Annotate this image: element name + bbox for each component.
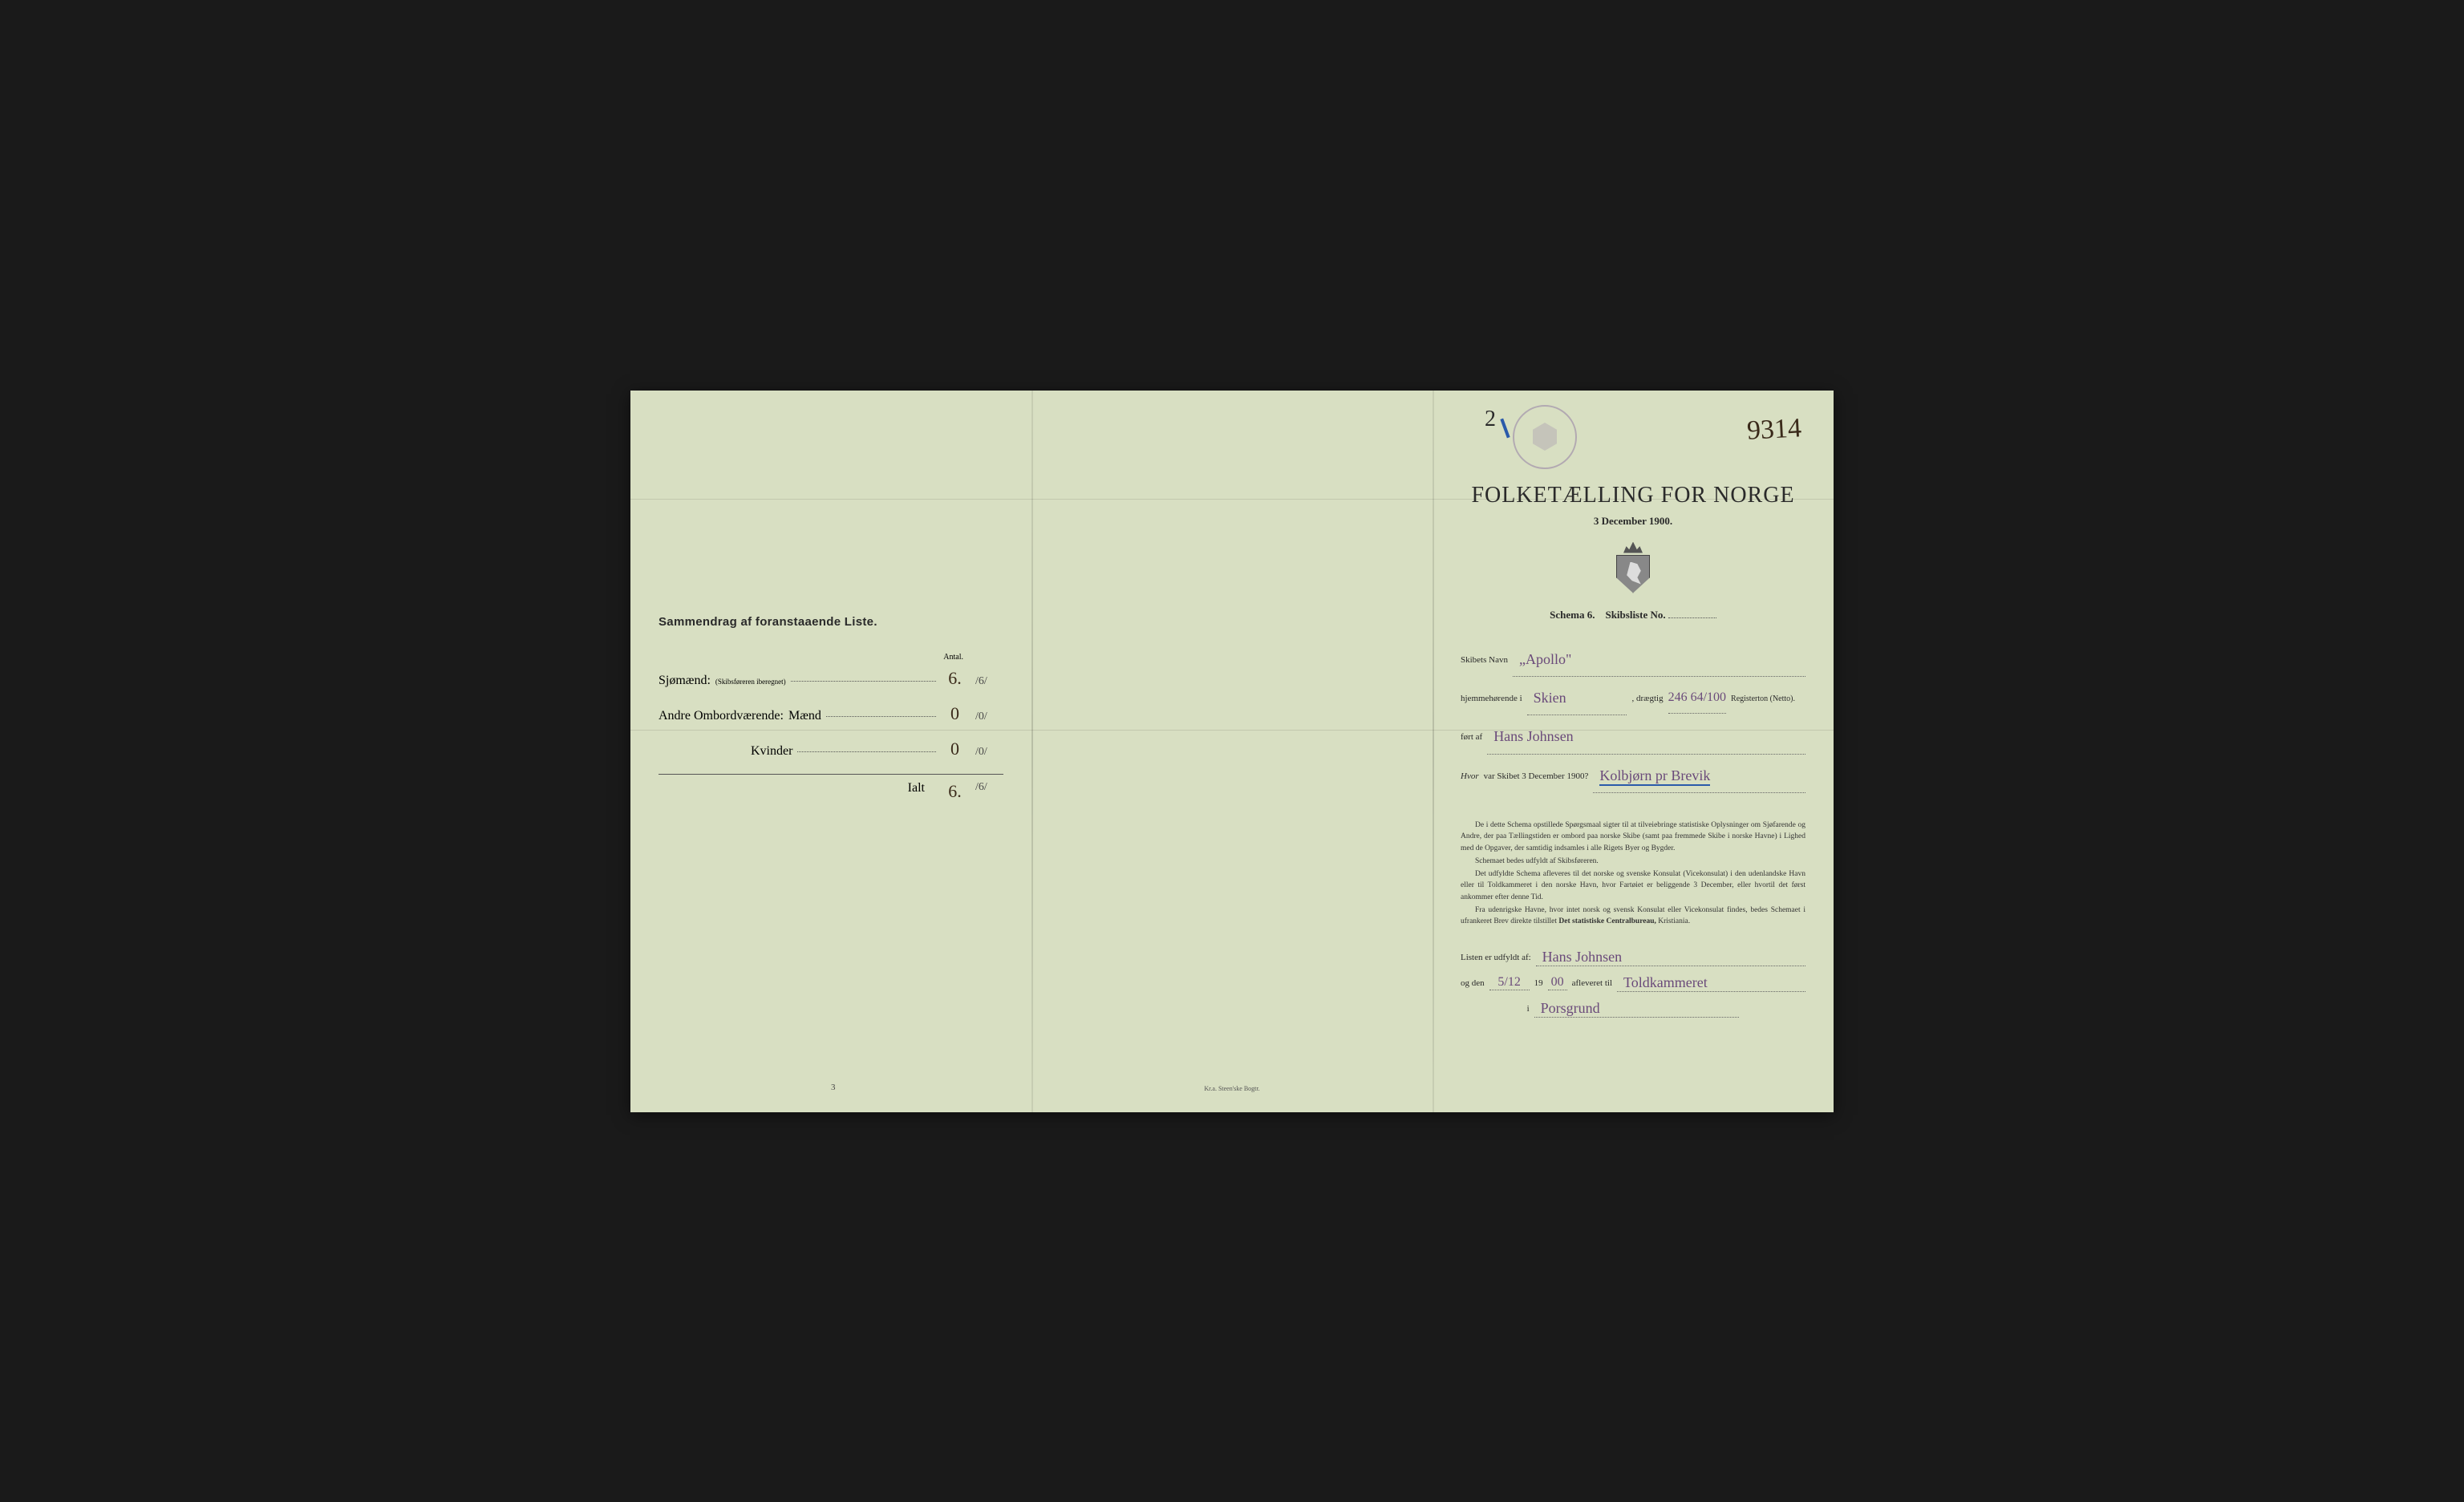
instruction-p3: Det udfyldte Schema afleveres til det no… xyxy=(1461,868,1805,903)
schema-line: Schema 6. Skibsliste No. xyxy=(1461,609,1805,621)
location-label-1: Hvor xyxy=(1461,767,1479,787)
instruction-p4: Fra udenrigske Havne, hvor intet norsk o… xyxy=(1461,905,1805,928)
schema-label: Schema 6. xyxy=(1550,609,1595,621)
row-sublabel: Mænd xyxy=(788,709,821,723)
date-delivered-line: og den 5/12 19 00 afleveret til Toldkamme… xyxy=(1461,973,1805,990)
filled-by-value: Hans Johnsen xyxy=(1536,949,1805,966)
count-header: Antal. xyxy=(659,653,1003,662)
home-port-value: Skien xyxy=(1527,682,1627,715)
total-value: 6. xyxy=(941,781,969,802)
shield-icon xyxy=(1616,555,1650,593)
crown-icon xyxy=(1623,542,1643,553)
row-sublabel: Kvinder xyxy=(751,744,792,759)
instructions-block: De i dette Schema opstillede Spørgsmaal … xyxy=(1461,820,1805,927)
filled-by-label: Listen er udfyldt af: xyxy=(1461,953,1531,962)
leader-dots xyxy=(791,681,936,682)
summary-panel: Sammendrag af foranstaaende Liste. Antal… xyxy=(630,391,1031,1112)
skibsliste-number xyxy=(1668,617,1716,618)
ship-info-section: Skibets Navn „Apollo" hjemmehørende i Sk… xyxy=(1461,642,1805,792)
row-value: 0 xyxy=(941,739,969,759)
location-delivered-line: i Porsgrund xyxy=(1461,998,1805,1016)
home-port-label: hjemmehørende i xyxy=(1461,689,1522,709)
summary-row-men: Andre Ombordværende: Mænd 0 /0/ xyxy=(659,703,1003,724)
census-document: Sammendrag af foranstaaende Liste. Antal… xyxy=(630,391,1834,1112)
in-value: Porsgrund xyxy=(1534,1000,1740,1018)
year-value: 00 xyxy=(1548,975,1567,990)
row-value: 6. xyxy=(941,668,969,689)
captain-value: Hans Johnsen xyxy=(1487,720,1805,754)
skibsliste-label: Skibsliste No. xyxy=(1605,609,1665,621)
location-value: Kolbjørn pr Brevik xyxy=(1593,759,1805,793)
catalog-number: 9314 xyxy=(1746,413,1802,447)
census-date: 3 December 1900. xyxy=(1461,515,1805,528)
captain-line: ført af Hans Johnsen xyxy=(1461,719,1805,752)
date-label: og den xyxy=(1461,978,1485,988)
coat-of-arms-icon xyxy=(1613,542,1653,594)
ship-name-value: „Apollo" xyxy=(1513,643,1805,677)
ship-name-line: Skibets Navn „Apollo" xyxy=(1461,642,1805,675)
signature-section: Listen er udfyldt af: Hans Johnsen og de… xyxy=(1461,947,1805,1016)
row-value-check: /0/ xyxy=(975,746,1003,759)
blue-pencil-mark xyxy=(1500,418,1510,438)
captain-label: ført af xyxy=(1461,727,1482,747)
lion-icon xyxy=(1625,562,1643,585)
main-title: FOLKETÆLLING FOR NORGE xyxy=(1461,483,1805,508)
total-label: Ialt xyxy=(908,781,925,802)
stamp-emblem xyxy=(1533,423,1557,451)
tonnage-suffix: Registerton (Netto). xyxy=(1731,690,1795,708)
summary-row-seamen: Sjømænd: (Skibsføreren iberegnet) 6. /6/ xyxy=(659,668,1003,689)
filled-by-line: Listen er udfyldt af: Hans Johnsen xyxy=(1461,947,1805,965)
row-label: Andre Ombordværende: xyxy=(659,709,784,723)
total-value-check: /6/ xyxy=(975,781,1003,802)
leader-dots xyxy=(826,716,936,717)
instruction-p1: De i dette Schema opstillede Spørgsmaal … xyxy=(1461,820,1805,854)
row-value: 0 xyxy=(941,703,969,724)
row-value-check: /0/ xyxy=(975,711,1003,723)
center-panel: Kr.a. Steen'ske Bogtr. xyxy=(1031,391,1433,1112)
ship-name-label: Skibets Navn xyxy=(1461,650,1508,670)
summary-title: Sammendrag af foranstaaende Liste. xyxy=(659,615,1003,629)
row-label: Sjømænd: xyxy=(659,674,711,688)
in-label: i xyxy=(1527,1004,1530,1014)
location-label-2: var Skibet 3 December 1900? xyxy=(1484,767,1589,787)
year-prefix: 19 xyxy=(1534,978,1543,988)
tonnage-value: 246 64/100 xyxy=(1668,683,1726,714)
leader-dots xyxy=(797,751,936,752)
delivered-value: Toldkammeret xyxy=(1617,974,1805,992)
row-sublabel: (Skibsføreren iberegnet) xyxy=(715,678,786,686)
customs-stamp xyxy=(1513,405,1577,469)
ship-home-line: hjemmehørende i Skien , drægtig 246 64/1… xyxy=(1461,680,1805,714)
row-value-check: /6/ xyxy=(975,675,1003,688)
instruction-p2: Schemaet bedes udfyldt af Skibsføreren. xyxy=(1461,856,1805,867)
delivered-label: afleveret til xyxy=(1572,978,1612,988)
signature-date: 5/12 xyxy=(1489,975,1530,990)
page-number: 3 xyxy=(831,1083,836,1092)
summary-total-row: Ialt 6. /6/ xyxy=(659,774,1003,802)
summary-row-women: Kvinder 0 /0/ xyxy=(659,739,1003,759)
printer-credit: Kr.a. Steen'ske Bogtr. xyxy=(1204,1085,1259,1092)
location-line: Hvor var Skibet 3 December 1900? Kolbjør… xyxy=(1461,758,1805,791)
corner-number: 2 xyxy=(1485,407,1496,432)
title-panel: 2 9314 FOLKETÆLLING FOR NORGE 3 December… xyxy=(1433,391,1834,1112)
tonnage-label: , drægtig xyxy=(1631,689,1663,709)
